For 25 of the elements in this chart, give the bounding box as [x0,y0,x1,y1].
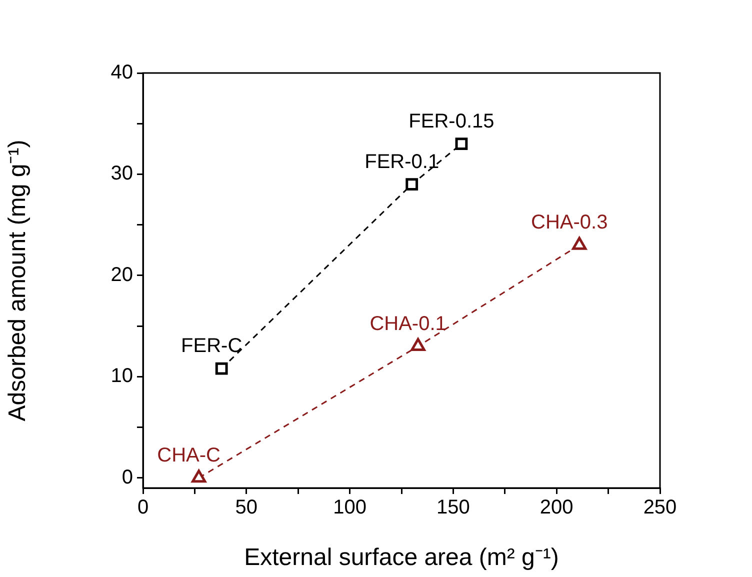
x-tick-label: 50 [235,496,258,519]
annotation: FER-0.15 [408,110,494,132]
y-tick-label: 30 [110,162,133,185]
annotation: FER-0.1 [364,150,440,173]
annotation: CHA-C [157,444,221,466]
x-tick-label: 0 [137,496,149,519]
annotation: FER-C [181,335,242,358]
x-tick-label: 200 [540,496,574,519]
point [572,236,587,250]
point [455,138,468,150]
point [406,178,418,191]
x-axis-title: External surface area (m² g⁻¹) [244,544,559,572]
point [410,338,426,352]
y-tick-label: 10 [110,365,133,388]
x-tick-label: 100 [333,496,366,519]
point [215,362,228,375]
y-axis-title: Adsorbed amount (mg g⁻¹) [4,140,32,422]
x-tick-label: 150 [436,496,470,519]
y-tick-label: 0 [122,466,133,488]
annotation: CHA-0.1 [370,312,446,335]
y-tick-label: 20 [110,264,133,286]
y-tick-label: 40 [110,62,133,84]
x-tick-label: 250 [643,496,677,519]
point [192,470,206,483]
annotation: CHA-0.3 [530,212,608,234]
